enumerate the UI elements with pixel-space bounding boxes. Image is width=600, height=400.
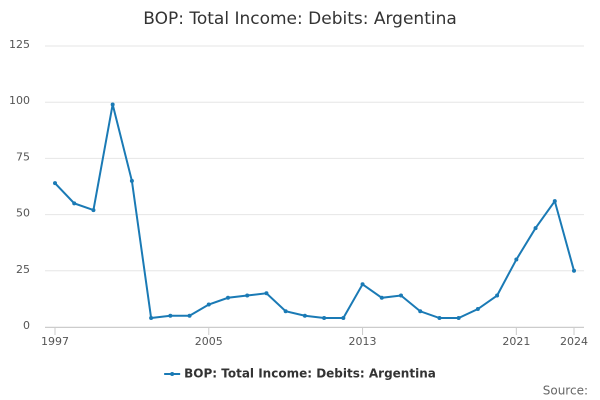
point xyxy=(91,208,96,213)
point xyxy=(129,178,134,183)
point xyxy=(341,316,346,321)
point xyxy=(475,307,480,312)
legend-marker xyxy=(170,372,175,376)
y-tick-label: 50 xyxy=(16,207,30,220)
point xyxy=(206,302,211,307)
point xyxy=(379,295,384,300)
point xyxy=(72,201,77,206)
point xyxy=(53,181,57,186)
y-tick-label: 25 xyxy=(16,263,30,276)
x-tick-label: 2005 xyxy=(195,335,223,348)
y-tick-label: 0 xyxy=(23,319,30,332)
point xyxy=(552,199,557,204)
chart-title: BOP: Total Income: Debits: Argentina xyxy=(143,9,457,29)
point xyxy=(187,313,192,318)
line xyxy=(54,104,575,320)
point xyxy=(149,316,154,321)
point xyxy=(399,293,403,298)
point xyxy=(514,257,519,262)
point xyxy=(437,316,442,321)
point xyxy=(283,309,288,314)
y-tick-label: 100 xyxy=(9,94,30,107)
y-tick-label: 75 xyxy=(16,150,30,163)
y-tick-label: 125 xyxy=(9,38,30,51)
point xyxy=(110,102,115,107)
x-tick-label: 2013 xyxy=(349,335,377,348)
point xyxy=(572,268,576,273)
point xyxy=(226,295,230,300)
x-tick-label: 2021 xyxy=(502,335,530,348)
point xyxy=(322,316,327,321)
point xyxy=(168,313,173,318)
point xyxy=(418,309,423,314)
x-tick-label: 1997 xyxy=(41,335,69,348)
point xyxy=(264,291,269,296)
source: Source: xyxy=(543,384,588,398)
point xyxy=(245,293,250,298)
point xyxy=(495,293,500,298)
point xyxy=(360,282,365,287)
x-tick-label: 2024 xyxy=(560,335,588,348)
point xyxy=(456,316,461,321)
point xyxy=(533,226,538,231)
point xyxy=(302,313,307,318)
legend-label: BOP: Total Income: Debits: Argentina xyxy=(184,367,436,381)
